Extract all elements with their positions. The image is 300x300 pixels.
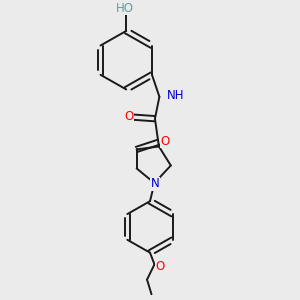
Text: NH: NH — [167, 89, 184, 102]
Text: O: O — [155, 260, 164, 273]
Text: O: O — [160, 135, 170, 148]
Text: N: N — [150, 177, 159, 190]
Text: O: O — [124, 110, 134, 123]
Text: HO: HO — [116, 2, 134, 15]
